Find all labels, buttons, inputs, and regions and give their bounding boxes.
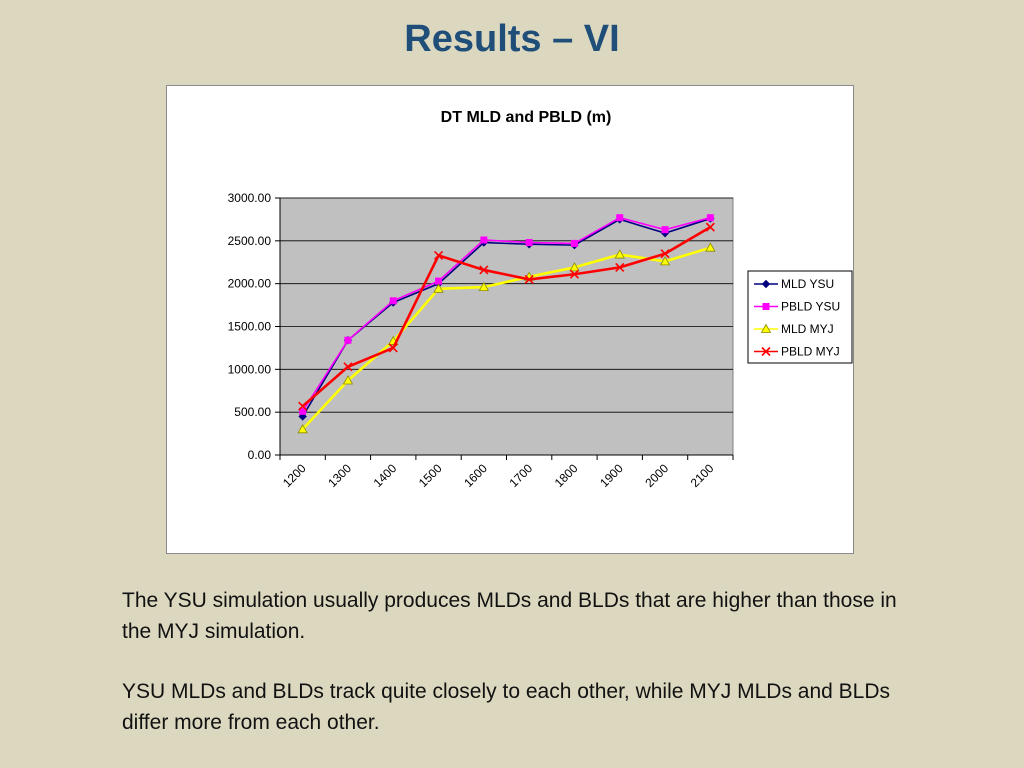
data-point: [298, 401, 308, 411]
y-tick-label: 2000.00: [228, 277, 272, 291]
y-tick-label: 3000.00: [228, 191, 272, 205]
y-tick-label: 1500.00: [228, 320, 272, 334]
series-line: [301, 246, 711, 431]
x-tick-label: 1400: [371, 461, 400, 490]
legend-label: PBLD YSU: [781, 300, 840, 314]
x-tick-label: 1300: [325, 461, 354, 490]
marker-stroke: [479, 265, 489, 275]
data-point: [435, 277, 443, 285]
data-point: [659, 256, 671, 266]
data-point: [299, 407, 307, 415]
legend-entry: PBLD YSU: [754, 300, 840, 314]
data-point: [524, 274, 534, 284]
legend-marker: [761, 346, 771, 357]
series-pbld-ysu: [299, 214, 714, 415]
legend-marker: [762, 303, 770, 310]
data-point: [342, 375, 354, 385]
legend-entry: MLD MYJ: [754, 322, 834, 336]
data-point: [616, 214, 624, 222]
body-text: The YSU simulation usually produces MLDs…: [122, 585, 902, 767]
data-point: [344, 336, 352, 344]
marker-stroke: [524, 274, 534, 284]
marker-stroke: [705, 222, 715, 232]
data-point: [525, 239, 533, 247]
x-tick-label: 2100: [688, 461, 717, 490]
chart-title: DT MLD and PBLD (m): [441, 109, 612, 126]
data-point: [389, 297, 397, 305]
data-point: [706, 214, 714, 222]
x-tick-label: 1200: [280, 461, 309, 490]
marker-stroke: [298, 401, 308, 411]
series-group: [297, 214, 716, 434]
data-point: [433, 250, 444, 260]
marker-stroke: [660, 249, 670, 259]
legend-label: MLD YSU: [781, 277, 834, 291]
data-point: [615, 262, 625, 272]
series-pbld-myj: [298, 222, 715, 411]
x-tick-label: 1700: [506, 461, 535, 490]
paragraph-2: YSU MLDs and BLDs track quite closely to…: [122, 680, 890, 734]
y-tick-label: 500.00: [234, 405, 271, 419]
data-point: [705, 222, 715, 232]
y-tick-label: 1000.00: [228, 362, 272, 376]
marker-stroke: [343, 362, 353, 372]
data-point: [569, 269, 580, 279]
data-point: [479, 265, 489, 275]
marker-stroke: [615, 262, 625, 272]
series-line: [301, 216, 711, 412]
legend: MLD YSU PBLD YSU MLD MYJ PBLD MYJ: [747, 270, 853, 364]
data-point: [570, 239, 578, 247]
legend-entry: MLD YSU: [754, 277, 834, 291]
x-tick-label: 1600: [461, 461, 490, 490]
data-point: [388, 343, 398, 353]
legend-entry: PBLD MYJ: [754, 345, 840, 359]
data-point: [569, 262, 580, 272]
paragraph-1: The YSU simulation usually produces MLDs…: [122, 589, 897, 643]
legend-label: MLD MYJ: [781, 322, 834, 336]
data-point: [343, 362, 353, 372]
x-tick-label: 2000: [642, 461, 671, 490]
series-line: [301, 226, 712, 408]
legend-marker: [761, 279, 771, 289]
legend-marker: [760, 323, 772, 333]
line-chart: DT MLD and PBLD (m) 0.00 500.00 1000.00 150…: [228, 109, 853, 490]
marker-stroke: [761, 346, 771, 357]
data-point: [297, 423, 308, 434]
data-point: [433, 283, 444, 293]
legend-label: PBLD MYJ: [781, 345, 840, 359]
y-tick-label: 2500.00: [228, 234, 272, 248]
x-tick-label: 1500: [416, 461, 445, 490]
marker-stroke: [569, 269, 580, 279]
chart-frame: DT MLD and PBLD (m) 0.00 500.00 1000.00 150…: [166, 85, 854, 554]
data-point: [480, 236, 488, 244]
y-tick-label: 0.00: [248, 448, 272, 462]
x-tick-label: 1800: [552, 461, 581, 490]
slide-title: Results – VI: [404, 18, 620, 60]
data-point: [614, 249, 625, 259]
marker-stroke: [388, 343, 398, 353]
data-point: [660, 249, 670, 259]
data-point: [661, 226, 669, 234]
data-point: [478, 281, 490, 291]
x-tick-label: 1900: [597, 461, 626, 490]
marker-stroke: [433, 250, 444, 260]
data-point: [705, 242, 716, 252]
